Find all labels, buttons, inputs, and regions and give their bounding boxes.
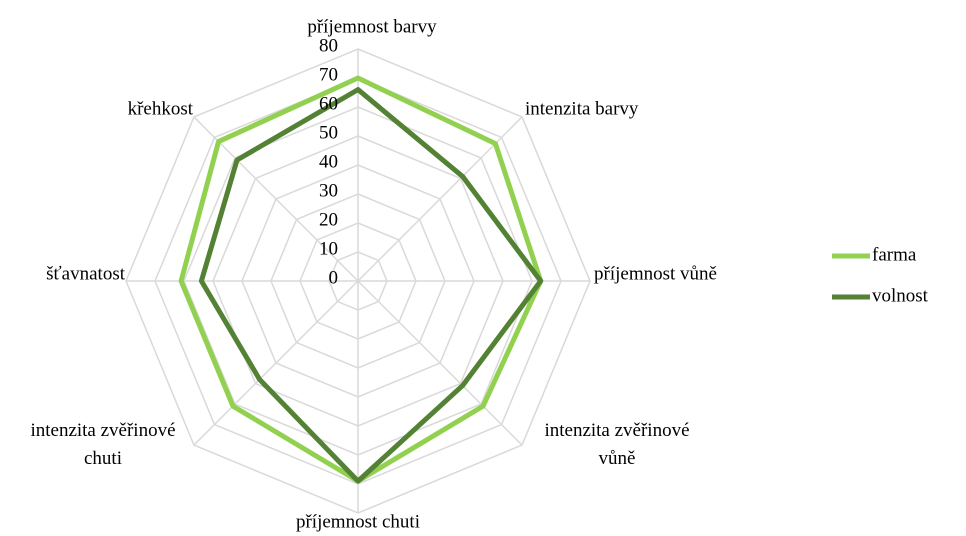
legend-label: farma	[872, 244, 917, 265]
tick-label: 10	[319, 238, 338, 259]
spoke	[193, 116, 359, 282]
tick-label: 40	[319, 151, 338, 172]
tick-label: 60	[319, 93, 338, 114]
category-label: příjemnost vůně	[594, 263, 717, 284]
series-line	[178, 75, 544, 484]
tick-label: 30	[319, 180, 338, 201]
spoke	[193, 280, 359, 446]
tick-label: 50	[319, 122, 338, 143]
series-line	[198, 87, 544, 484]
label-line: intenzita zvěřinové	[544, 420, 689, 441]
tick-label: 0	[329, 267, 339, 288]
category-label: intenzita zvěřinové vůně	[544, 420, 689, 469]
label-line: vůně	[599, 448, 636, 469]
category-label: intenzita barvy	[525, 98, 639, 119]
tick-label: 80	[319, 35, 338, 56]
category-label: příjemnost chuti	[296, 511, 420, 532]
tick-label: 70	[319, 64, 338, 85]
category-label: intenzita zvěřinové chuti	[30, 420, 175, 469]
category-label: šťavnatost	[46, 263, 126, 284]
category-label: křehkost	[128, 98, 194, 119]
label-line: intenzita zvěřinové	[30, 420, 175, 441]
legend-label: volnost	[872, 285, 929, 306]
spoke	[357, 280, 523, 446]
category-label: příjemnost barvy	[307, 16, 437, 37]
label-line: chuti	[84, 448, 122, 469]
tick-label: 20	[319, 209, 338, 230]
